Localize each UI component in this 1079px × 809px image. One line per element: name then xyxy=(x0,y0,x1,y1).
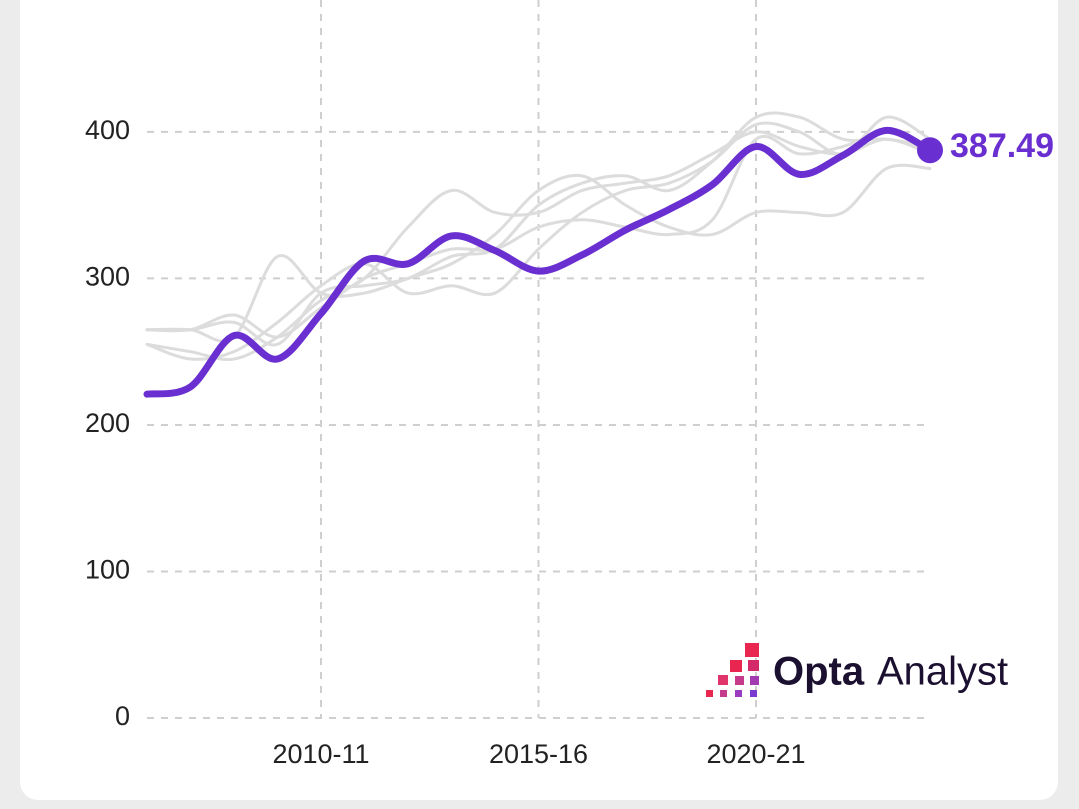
x-tick-label: 2015-16 xyxy=(489,739,588,769)
x-tick-label: 2020-21 xyxy=(706,739,805,769)
y-tick-label: 200 xyxy=(85,408,130,438)
brand-bold: Opta xyxy=(773,650,865,694)
end-label: 387.49 xyxy=(950,127,1054,165)
y-tick-label: 300 xyxy=(85,262,130,292)
y-tick-label: 400 xyxy=(85,115,130,145)
x-tick-label: 2010-11 xyxy=(272,739,369,769)
y-tick-label: 100 xyxy=(85,555,130,585)
comparison-line xyxy=(145,115,932,361)
comparison-line xyxy=(145,130,932,339)
end-point xyxy=(917,137,943,164)
comparison-line xyxy=(145,163,932,343)
logo-icon xyxy=(706,643,759,697)
brand-light: Analyst xyxy=(877,650,1008,694)
highlight-line xyxy=(143,126,934,398)
comparison-line xyxy=(145,111,932,347)
y-tick-label: 0 xyxy=(115,701,130,731)
